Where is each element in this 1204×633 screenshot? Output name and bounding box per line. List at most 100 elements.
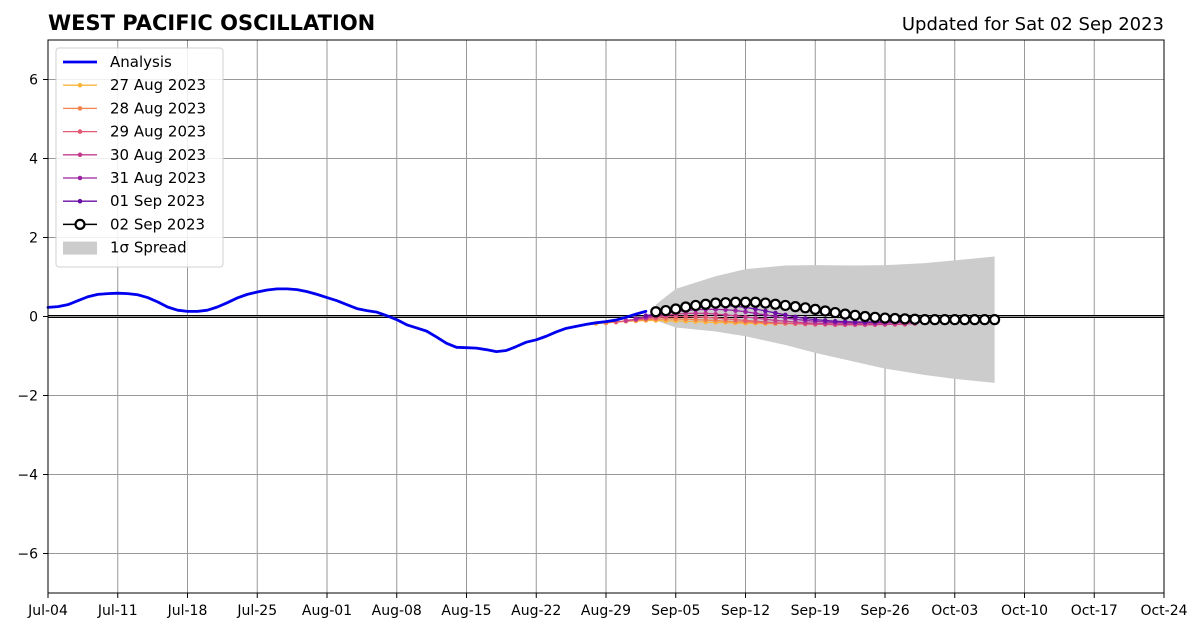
- forecast-point: [812, 317, 818, 322]
- current-forecast-point: [710, 297, 722, 309]
- x-tick-label: Oct-24: [1140, 603, 1187, 619]
- legend-label: 28 Aug 2023: [110, 99, 206, 117]
- legend-label: 29 Aug 2023: [110, 123, 206, 141]
- x-axis-ticks: Jul-04 Jul-11 Jul-18 Jul-25 Aug-01 Aug-08 Aug-…: [27, 593, 1188, 619]
- y-tick-label: 4: [29, 152, 38, 168]
- x-tick-label: Sep-12: [721, 603, 770, 619]
- current-forecast-point: [839, 308, 851, 320]
- forecast-point: [743, 309, 748, 315]
- legend-forecast-marker: [77, 152, 83, 158]
- forecast-point: [773, 318, 778, 323]
- x-tick-label: Aug-01: [302, 603, 352, 619]
- x-tick-label: Aug-08: [372, 603, 422, 619]
- legend-label: 27 Aug 2023: [110, 76, 206, 94]
- current-forecast-point: [949, 314, 961, 326]
- legend-spread-swatch: [63, 241, 97, 255]
- current-forecast-point: [909, 313, 921, 325]
- legend-label: Analysis: [110, 53, 172, 71]
- current-forecast-point: [779, 299, 791, 312]
- forecast-point: [733, 308, 738, 313]
- x-tick-label: Oct-03: [931, 603, 978, 619]
- forecast-point: [763, 312, 768, 318]
- analysis-series: [46, 287, 648, 354]
- x-tick-label: Jul-25: [236, 603, 277, 619]
- x-tick-label: Aug-15: [441, 603, 491, 619]
- x-tick-label: Oct-17: [1071, 603, 1118, 619]
- legend-box: [55, 47, 224, 268]
- forecast-point: [753, 315, 758, 321]
- legend: Analysis 27 Aug 2023 28 Aug 2023 29 Aug 202…: [55, 47, 224, 268]
- chart-title: WEST PACIFIC OSCILLATION: [48, 11, 375, 35]
- legend-label: 30 Aug 2023: [110, 146, 206, 164]
- y-tick-label: 0: [29, 310, 38, 326]
- forecast-point: [713, 315, 718, 321]
- forecast-point: [763, 316, 768, 322]
- x-tick-label: Jul-18: [167, 603, 208, 619]
- current-forecast-point: [789, 301, 801, 313]
- current-forecast-point: [989, 314, 1001, 326]
- forecast-point: [783, 312, 788, 318]
- forecast-point: [633, 316, 639, 321]
- current-forecast-point: [849, 309, 861, 321]
- forecast-point: [723, 312, 728, 318]
- current-forecast-point: [809, 303, 821, 315]
- y-tick-label: −2: [17, 389, 38, 405]
- current-forecast-point: [729, 296, 742, 308]
- current-forecast-point: [929, 314, 941, 326]
- current-forecast-point: [660, 304, 672, 317]
- x-tick-label: Oct-10: [1001, 603, 1048, 619]
- x-tick-label: Aug-29: [581, 603, 631, 619]
- analysis-line: [46, 287, 648, 354]
- forecast-point: [822, 318, 828, 323]
- x-tick-label: Sep-19: [791, 603, 840, 619]
- forecast-point: [802, 316, 808, 321]
- current-forecast-point: [959, 314, 971, 326]
- legend-current-marker: [74, 218, 86, 230]
- current-forecast-point: [899, 313, 911, 325]
- legend-forecast-marker: [77, 175, 83, 181]
- legend-label: 02 Sep 2023: [110, 215, 205, 233]
- current-forecast-point: [939, 314, 951, 326]
- current-forecast-point: [759, 297, 772, 309]
- current-forecast-series: [650, 296, 1001, 326]
- current-forecast-point: [739, 296, 752, 308]
- current-forecast-point: [749, 296, 762, 308]
- current-forecast-point: [969, 314, 981, 326]
- current-forecast-point: [879, 312, 891, 324]
- forecast-point: [842, 319, 848, 324]
- x-tick-label: Aug-22: [511, 603, 561, 619]
- forecast-point: [832, 318, 838, 324]
- current-forecast-point: [819, 305, 831, 317]
- forecast-point: [703, 311, 708, 316]
- forecast-point: [703, 314, 708, 320]
- forecast-point: [623, 318, 629, 323]
- current-forecast-point: [919, 314, 931, 326]
- current-forecast-point: [690, 299, 702, 312]
- legend-forecast-marker: [77, 129, 83, 134]
- forecast-point: [723, 316, 728, 322]
- y-tick-label: −4: [17, 468, 38, 484]
- forecast-point: [733, 317, 738, 322]
- x-tick-label: Jul-11: [97, 603, 138, 619]
- current-forecast-point: [859, 310, 871, 323]
- forecast-point: [743, 314, 748, 320]
- current-forecast-point: [680, 301, 692, 313]
- current-forecast-point: [869, 311, 881, 323]
- current-forecast-point: [719, 297, 732, 309]
- forecast-point: [723, 307, 728, 313]
- forecast-point: [763, 308, 768, 314]
- current-forecast-point: [979, 314, 991, 326]
- x-tick-label: Sep-05: [651, 603, 700, 619]
- current-forecast-point: [700, 298, 712, 310]
- current-forecast-point: [889, 312, 901, 325]
- forecast-point: [773, 310, 778, 316]
- forecast-point: [713, 311, 718, 317]
- y-tick-label: −6: [17, 547, 38, 563]
- current-forecast-point: [829, 306, 841, 319]
- x-tick-label: Jul-04: [27, 603, 68, 619]
- current-forecast-point: [650, 306, 662, 318]
- current-forecast-point: [769, 298, 781, 310]
- forecast-point: [753, 311, 758, 316]
- y-tick-label: 2: [29, 231, 38, 247]
